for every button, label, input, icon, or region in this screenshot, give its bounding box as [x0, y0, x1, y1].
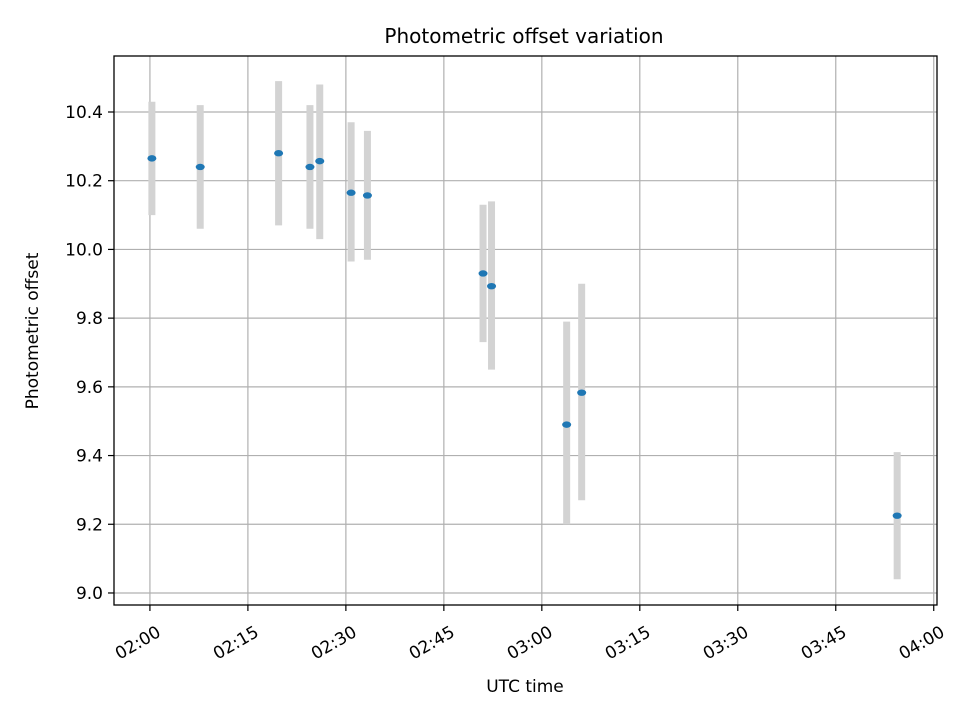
data-point — [305, 163, 315, 171]
error-bars — [148, 81, 901, 580]
data-points — [147, 150, 902, 519]
x-tick-label: 03:00 — [504, 622, 556, 664]
x-tick-label: 03:15 — [602, 622, 654, 664]
data-point — [274, 150, 284, 157]
y-tick-label: 9.6 — [76, 378, 103, 398]
y-tick-label: 10.2 — [65, 172, 103, 192]
data-point — [346, 189, 356, 196]
data-point — [147, 155, 157, 162]
x-tick-label: 04:00 — [896, 622, 948, 664]
data-point — [487, 282, 497, 290]
plot-frame — [113, 55, 938, 606]
x-tick-label: 02:30 — [308, 622, 360, 664]
x-tick-label: 02:45 — [406, 622, 458, 664]
x-tick-label: 03:45 — [798, 622, 850, 664]
data-point — [362, 192, 372, 199]
data-point — [562, 421, 572, 428]
x-tick-label: 02:15 — [210, 622, 262, 664]
data-point — [478, 270, 488, 277]
y-tick-label: 10.4 — [65, 103, 103, 123]
x-axis-label: UTC time — [486, 677, 564, 697]
data-point — [195, 163, 205, 171]
data-point — [315, 157, 325, 165]
data-point — [892, 512, 902, 519]
y-tick-label: 9.8 — [76, 309, 103, 329]
y-tick-label: 10.0 — [65, 240, 103, 260]
grid-layer — [114, 56, 937, 605]
y-tick-label: 9.0 — [76, 584, 103, 604]
y-tick-label: 9.4 — [76, 447, 103, 467]
x-tick-label: 02:00 — [112, 622, 164, 664]
chart-title: Photometric offset variation — [384, 24, 663, 48]
y-tick-label: 9.2 — [76, 515, 103, 535]
y-axis-label: Photometric offset — [23, 252, 43, 409]
x-tick-label: 03:30 — [700, 622, 752, 664]
data-point — [577, 389, 587, 396]
